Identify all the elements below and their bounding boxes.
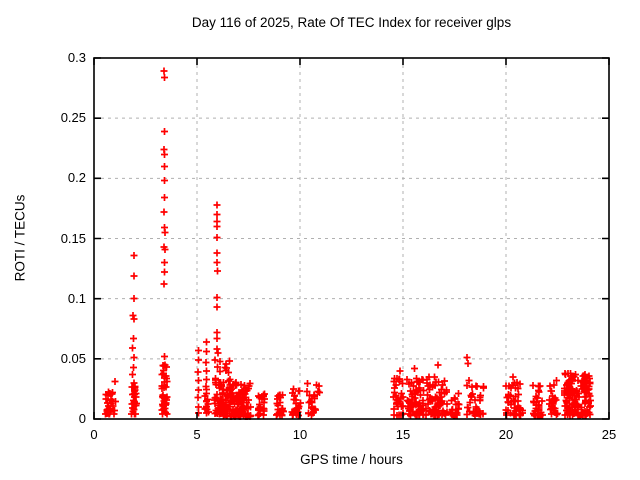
x-tick-label: 10 [292, 427, 308, 442]
grid-lines [94, 58, 609, 419]
scatter-points [102, 67, 594, 420]
y-tick-label: 0.15 [60, 230, 86, 246]
x-tick-label: 5 [193, 427, 201, 442]
x-tick-label: 20 [498, 427, 514, 442]
x-axis-label: GPS time / hours [300, 452, 403, 467]
y-tick-label: 0 [78, 411, 86, 426]
y-tick-label: 0.2 [67, 170, 86, 186]
axis-ticks [93, 57, 610, 420]
y-tick-label: 0.25 [60, 110, 86, 126]
y-tick-label: 0.1 [67, 290, 86, 306]
x-tick-label: 25 [601, 427, 617, 442]
x-tick-label: 0 [90, 427, 98, 442]
y-tick-label: 0.05 [60, 350, 86, 366]
chart-title: Day 116 of 2025, Rate Of TEC Index for r… [191, 15, 512, 30]
x-tick-label: 15 [395, 427, 411, 442]
y-tick-label: 0.3 [67, 50, 86, 65]
y-axis-label: ROTI / TECUs [12, 194, 28, 282]
